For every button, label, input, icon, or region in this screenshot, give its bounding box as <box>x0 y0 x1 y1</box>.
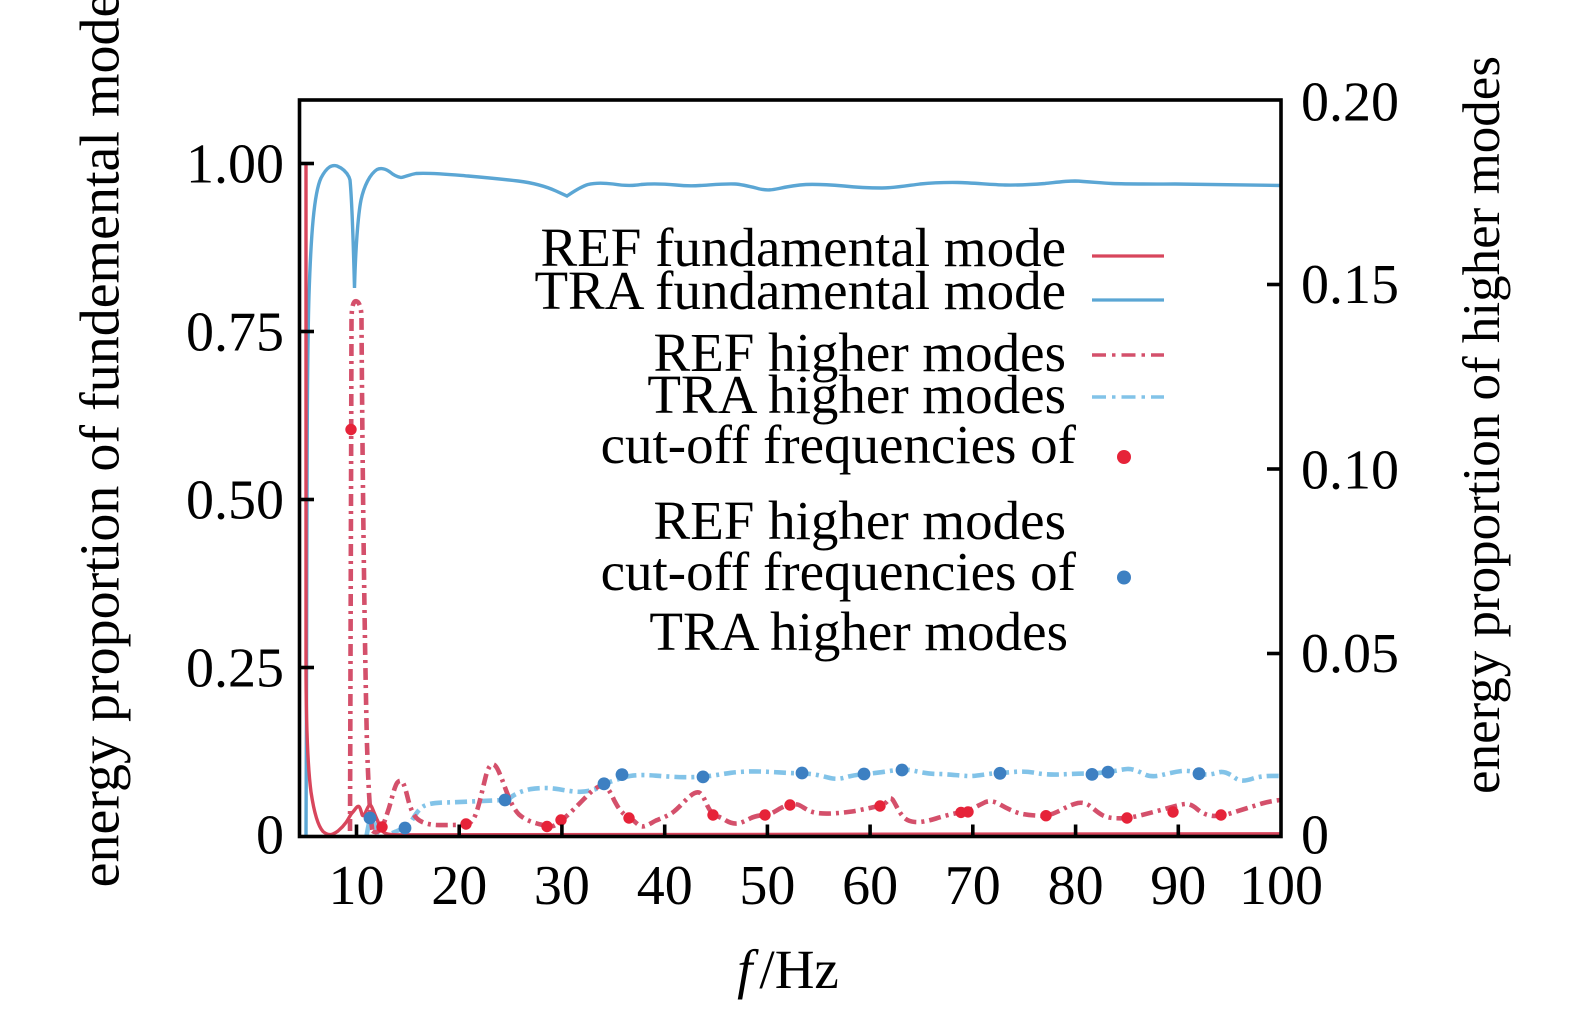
svg-text:REF fundamental mode: REF fundamental mode <box>541 217 1066 278</box>
svg-text:0.75: 0.75 <box>186 302 284 364</box>
svg-text:0.15: 0.15 <box>1301 254 1399 316</box>
svg-text:f/Hz: f/Hz <box>737 939 839 1000</box>
svg-text:70: 70 <box>945 855 1001 917</box>
svg-text:80: 80 <box>1048 855 1104 917</box>
svg-text:40: 40 <box>637 855 693 917</box>
svg-text:60: 60 <box>842 855 898 917</box>
svg-text:90: 90 <box>1150 855 1206 917</box>
svg-text:50: 50 <box>739 855 795 917</box>
svg-text:cut-off frequencies of: cut-off frequencies of <box>601 414 1077 475</box>
svg-text:cut-off frequencies of: cut-off frequencies of <box>601 541 1077 602</box>
svg-text:0.20: 0.20 <box>1301 72 1399 134</box>
svg-text:REF higher modes: REF higher modes <box>654 490 1066 551</box>
svg-text:energy proportion of fundement: energy proportion of fundemental mode <box>70 0 132 887</box>
svg-text:TRA higher modes: TRA higher modes <box>649 601 1068 662</box>
svg-text:energy proportion of higher mo: energy proportion of higher modes <box>1453 56 1511 794</box>
svg-text:0: 0 <box>256 805 284 867</box>
svg-text:30: 30 <box>534 855 590 917</box>
svg-text:TRA higher modes: TRA higher modes <box>647 364 1066 425</box>
svg-text:20: 20 <box>431 855 487 917</box>
svg-text:0: 0 <box>1301 805 1329 867</box>
svg-text:0.25: 0.25 <box>186 638 284 700</box>
svg-text:0.50: 0.50 <box>186 470 284 532</box>
svg-text:REF higher modes: REF higher modes <box>654 322 1066 383</box>
svg-text:0.10: 0.10 <box>1301 440 1399 502</box>
svg-text:100: 100 <box>1239 855 1323 917</box>
svg-text:1.00: 1.00 <box>186 134 284 196</box>
svg-text:TRA fundamental mode: TRA fundamental mode <box>534 260 1066 321</box>
svg-text:0.05: 0.05 <box>1301 623 1399 685</box>
svg-text:10: 10 <box>329 855 385 917</box>
